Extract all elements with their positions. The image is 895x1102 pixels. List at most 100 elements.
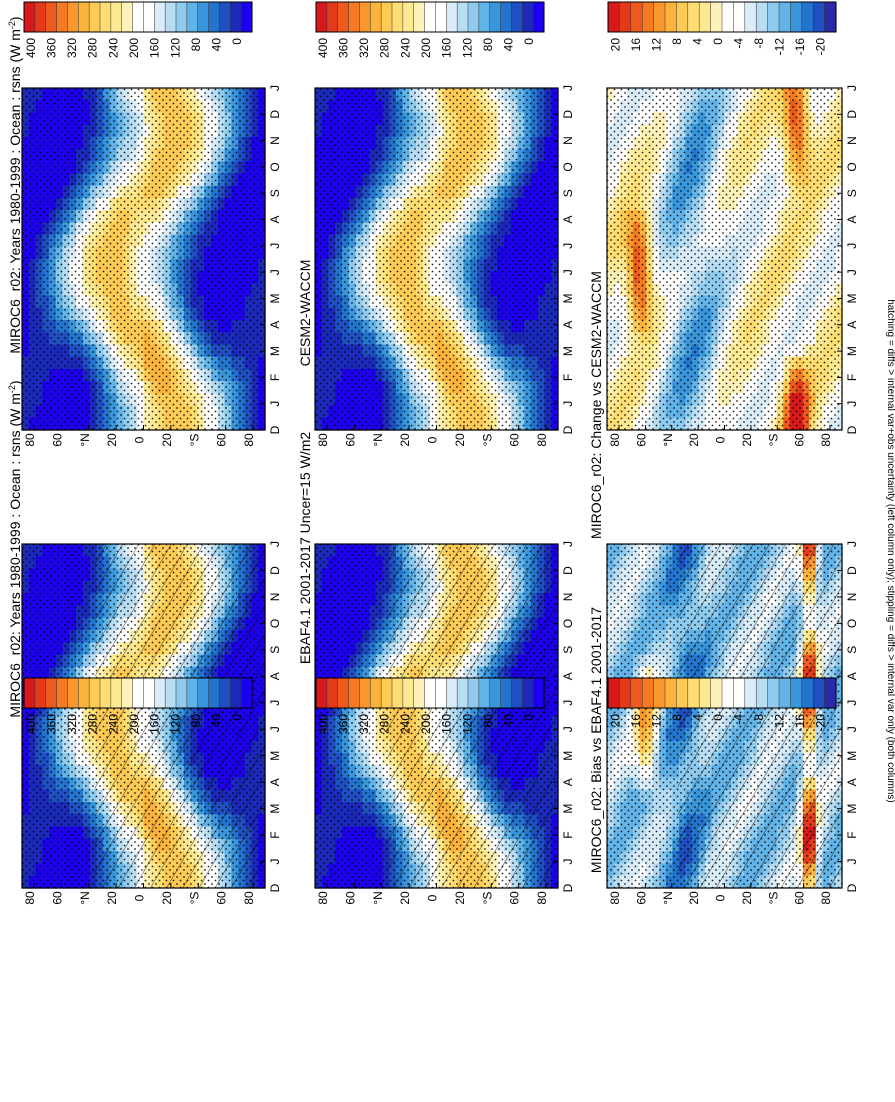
y-tick-label: 60 bbox=[50, 433, 64, 447]
x-tick-label: S bbox=[561, 189, 575, 197]
colorbar-label: 120 bbox=[168, 38, 182, 58]
colorbar-label: 240 bbox=[398, 714, 412, 734]
x-tick-label: A bbox=[268, 778, 282, 786]
x-tick-label: J bbox=[561, 401, 575, 407]
colorbar-label: 160 bbox=[440, 38, 454, 58]
colorbar-swatch bbox=[208, 677, 220, 709]
x-tick-label: O bbox=[561, 162, 575, 171]
colorbar-frame bbox=[315, 1, 545, 33]
y-tick-label: 60 bbox=[215, 891, 229, 905]
x-tick-label: D bbox=[561, 566, 575, 575]
y-tick-label: 20 bbox=[453, 891, 467, 905]
colorbar-frame bbox=[23, 677, 253, 709]
y-tick-label: 20 bbox=[105, 891, 119, 905]
colorbar-swatch bbox=[110, 677, 123, 709]
colorbar-label: 80 bbox=[189, 38, 203, 52]
x-tick-label: A bbox=[561, 215, 575, 223]
colorbar-frame bbox=[315, 677, 545, 709]
x-tick-label: S bbox=[268, 646, 282, 654]
colorbar-swatch bbox=[402, 1, 415, 33]
x-tick-label: J bbox=[268, 726, 282, 732]
colorbar-swatch bbox=[88, 1, 101, 33]
colorbar-label: 80 bbox=[189, 714, 203, 728]
colorbar-swatch bbox=[522, 1, 534, 33]
colorbar-swatch bbox=[45, 677, 58, 709]
colorbar-swatch bbox=[478, 1, 491, 33]
colorbar-swatch bbox=[110, 1, 123, 33]
colorbar-label: 360 bbox=[337, 38, 351, 58]
y-tick-label: 60 bbox=[343, 891, 357, 905]
y-tick-label: 20 bbox=[160, 433, 174, 447]
colorbar-swatch bbox=[315, 1, 328, 33]
y-tick-label: °S bbox=[480, 434, 494, 447]
colorbar-label: 320 bbox=[65, 714, 79, 734]
x-tick-label: M bbox=[561, 804, 575, 814]
y-tick-label: 60 bbox=[215, 433, 229, 447]
colorbar-swatch bbox=[500, 677, 512, 709]
colorbar-swatch bbox=[348, 1, 360, 33]
x-tick-label: O bbox=[268, 162, 282, 171]
colorbar-swatch bbox=[456, 677, 469, 709]
x-tick-label: S bbox=[561, 646, 575, 654]
colorbar-frame bbox=[23, 1, 253, 33]
colorbar-swatch bbox=[23, 677, 36, 709]
x-tick-label: M bbox=[561, 294, 575, 304]
colorbar-label: 200 bbox=[127, 714, 141, 734]
colorbar-swatch bbox=[132, 1, 144, 33]
colorbar: 400 360 320 280 240 200 160 120 80 40 0 bbox=[23, 1, 253, 58]
colorbar-label: 400 bbox=[24, 38, 38, 58]
x-tick-label: J bbox=[561, 726, 575, 732]
colorbar-swatch bbox=[467, 677, 480, 709]
colorbar-swatch bbox=[175, 677, 188, 709]
stippling bbox=[22, 88, 265, 430]
x-tick-label: A bbox=[268, 321, 282, 329]
colorbar-label: 200 bbox=[127, 38, 141, 58]
panel-cesm2: CESM2-WACCM 80 60 °N 20 0 20 °S 60 80DJFMAMJJASO… bbox=[297, 1, 575, 447]
colorbar-label: 0 bbox=[230, 714, 244, 721]
colorbar-label: 120 bbox=[460, 38, 474, 58]
colorbar-swatch bbox=[467, 1, 480, 33]
y-tick-label: 20 bbox=[398, 433, 412, 447]
colorbar-swatch bbox=[99, 677, 112, 709]
colorbar-label: 400 bbox=[24, 714, 38, 734]
colorbar-swatch bbox=[315, 677, 328, 709]
colorbar-swatch bbox=[424, 677, 436, 709]
y-tick-label: 60 bbox=[508, 433, 522, 447]
panel-title: MIROC6_r02: Years 1980-1999 : Ocean : rs… bbox=[7, 380, 23, 717]
colorbar-swatch bbox=[435, 1, 447, 33]
x-tick-label: O bbox=[561, 619, 575, 628]
colorbar-swatch bbox=[230, 1, 242, 33]
y-tick-label: 20 bbox=[105, 433, 119, 447]
colorbar: 400 360 320 280 240 200 160 120 80 40 0 bbox=[315, 1, 545, 58]
panel-title: EBAF4.1 2001-2017 Uncer=15 W/m2 bbox=[297, 432, 313, 665]
x-tick-label: D bbox=[561, 883, 575, 892]
colorbar-swatch bbox=[88, 677, 101, 709]
colorbar-label: 360 bbox=[337, 714, 351, 734]
colorbar-label: 80 bbox=[481, 714, 495, 728]
colorbar-label: 400 bbox=[316, 38, 330, 58]
colorbar-label: 40 bbox=[502, 38, 516, 52]
x-tick-label: D bbox=[268, 883, 282, 892]
y-tick-label: 20 bbox=[453, 433, 467, 447]
colorbar-label: 40 bbox=[502, 714, 516, 728]
y-tick-label: °S bbox=[187, 892, 201, 905]
colorbar-swatch bbox=[522, 677, 534, 709]
colorbar-swatch bbox=[197, 1, 210, 33]
colorbar-swatch bbox=[456, 1, 469, 33]
colorbar-swatch bbox=[197, 677, 210, 709]
colorbar-swatch bbox=[143, 1, 155, 33]
panel-miroc6-left: MIROC6_r02: Years 1980-1999 : Ocean : rs… bbox=[7, 380, 282, 904]
x-tick-label: J bbox=[268, 541, 282, 547]
colorbar-swatch bbox=[219, 677, 231, 709]
x-tick-label: N bbox=[561, 136, 575, 145]
colorbar-swatch bbox=[240, 1, 253, 33]
x-tick-label: F bbox=[268, 831, 282, 838]
x-tick-label: J bbox=[268, 401, 282, 407]
colorbar-label: 200 bbox=[419, 38, 433, 58]
y-tick-label: 80 bbox=[316, 433, 330, 447]
colorbar-swatch bbox=[143, 677, 155, 709]
x-tick-label: J bbox=[561, 269, 575, 275]
y-tick-label: 80 bbox=[316, 891, 330, 905]
